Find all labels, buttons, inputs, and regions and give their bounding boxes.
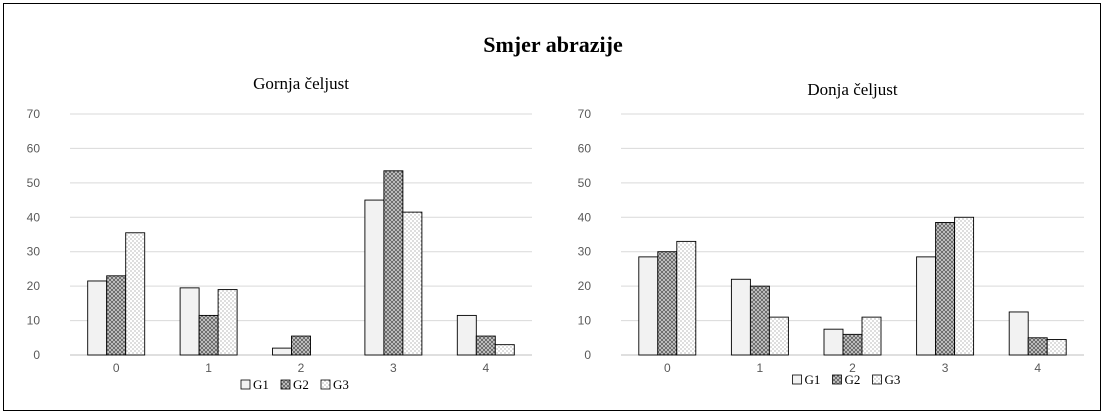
legend-swatch	[240, 379, 251, 390]
x-tick-label: 0	[664, 361, 671, 375]
bar-g1-3	[916, 256, 937, 356]
x-tick-label: 2	[849, 361, 856, 375]
x-tick-label: 1	[757, 361, 764, 375]
legend-item-g2: G2	[280, 377, 309, 392]
y-tick-label: 40	[578, 210, 592, 224]
bar-g1-4	[1008, 311, 1029, 356]
panel-title: Gornja čeljust	[253, 74, 349, 93]
bar-g1-1	[179, 287, 200, 356]
bar-g3-3	[402, 211, 423, 356]
bar-g1-2	[272, 347, 292, 356]
bar-g1-4	[456, 314, 477, 356]
y-tick-label: 10	[578, 314, 592, 328]
y-tick-label: 30	[27, 245, 41, 259]
y-tick-label: 50	[578, 176, 592, 190]
chart-figure: Smjer abrazije Gornja čeljust 0 10 20 30 40 50…	[3, 3, 1101, 411]
y-tick-label: 70	[578, 107, 592, 121]
legend-item-g3: G3	[320, 377, 349, 392]
legend-label: G2	[845, 372, 861, 387]
bar-g3-1	[768, 316, 789, 356]
legend-swatch	[872, 374, 882, 385]
bar-g3-4	[494, 344, 515, 356]
y-tick-label: 30	[578, 245, 592, 259]
legend-item-g1: G1	[792, 372, 821, 387]
y-tick-label: 0	[584, 348, 591, 362]
legend-item-g1: G1	[240, 377, 269, 392]
legend-swatch	[320, 379, 331, 390]
x-tick-label: 3	[390, 361, 397, 375]
bar-g2-4	[1027, 337, 1048, 356]
bar-g2-1	[198, 314, 219, 356]
y-tick-label: 70	[27, 107, 41, 121]
bar-g1-0	[87, 280, 108, 356]
legend-label: G1	[253, 377, 269, 392]
legend-item-g2: G2	[832, 372, 861, 387]
legend-swatch	[792, 374, 802, 385]
x-tick-label: 1	[205, 361, 212, 375]
y-tick-label: 60	[27, 141, 41, 155]
bar-g3-0	[125, 232, 146, 356]
bar-g1-2	[823, 328, 844, 356]
legend-item-g3: G3	[872, 372, 901, 387]
bar-g2-0	[106, 275, 127, 356]
x-tick-label: 4	[1034, 361, 1041, 375]
y-tick-label: 20	[27, 279, 41, 293]
bar-g2-1	[749, 285, 770, 356]
legend-label: G3	[885, 372, 901, 387]
bar-g3-4	[1046, 339, 1067, 356]
bar-g3-3	[954, 216, 975, 356]
bar-g3-1	[217, 289, 238, 356]
bar-g3-0	[676, 240, 697, 356]
bar-g2-2	[842, 333, 863, 356]
legend-swatch	[280, 379, 291, 390]
y-tick-label: 0	[33, 348, 40, 362]
x-tick-label: 4	[482, 361, 489, 375]
bar-g2-3	[935, 221, 956, 356]
legend-label: G3	[333, 377, 349, 392]
y-tick-label: 40	[27, 210, 41, 224]
y-tick-label: 50	[27, 176, 41, 190]
bar-g1-0	[638, 256, 659, 356]
bar-g1-1	[730, 278, 751, 356]
x-tick-label: 2	[298, 361, 305, 375]
x-tick-label: 3	[942, 361, 949, 375]
x-tick-label: 0	[113, 361, 120, 375]
bar-g1-3	[364, 199, 385, 356]
bar-g2-3	[383, 170, 404, 356]
chart-title: Smjer abrazije	[483, 32, 623, 57]
y-tick-label: 10	[27, 314, 41, 328]
y-tick-label: 60	[578, 141, 592, 155]
bar-g2-0	[657, 251, 678, 356]
y-tick-label: 20	[578, 279, 592, 293]
panel-title: Donja čeljust	[807, 80, 897, 99]
chart-panel-2: Donja čeljust 0 10 20 30 40 50 60 70 0 1 2 3 4 G1 G2 G3	[578, 80, 1084, 387]
bar-g3-2	[861, 316, 882, 356]
legend-swatch	[832, 374, 842, 385]
legend-label: G1	[805, 372, 821, 387]
chart-panel-1: Gornja čeljust 0 10 20 30 40 50 60 70 0 1 2 3 4 G1 G2 G3	[27, 74, 532, 392]
bar-g2-4	[475, 335, 496, 356]
legend-label: G2	[293, 377, 309, 392]
bar-g2-2	[291, 335, 311, 356]
